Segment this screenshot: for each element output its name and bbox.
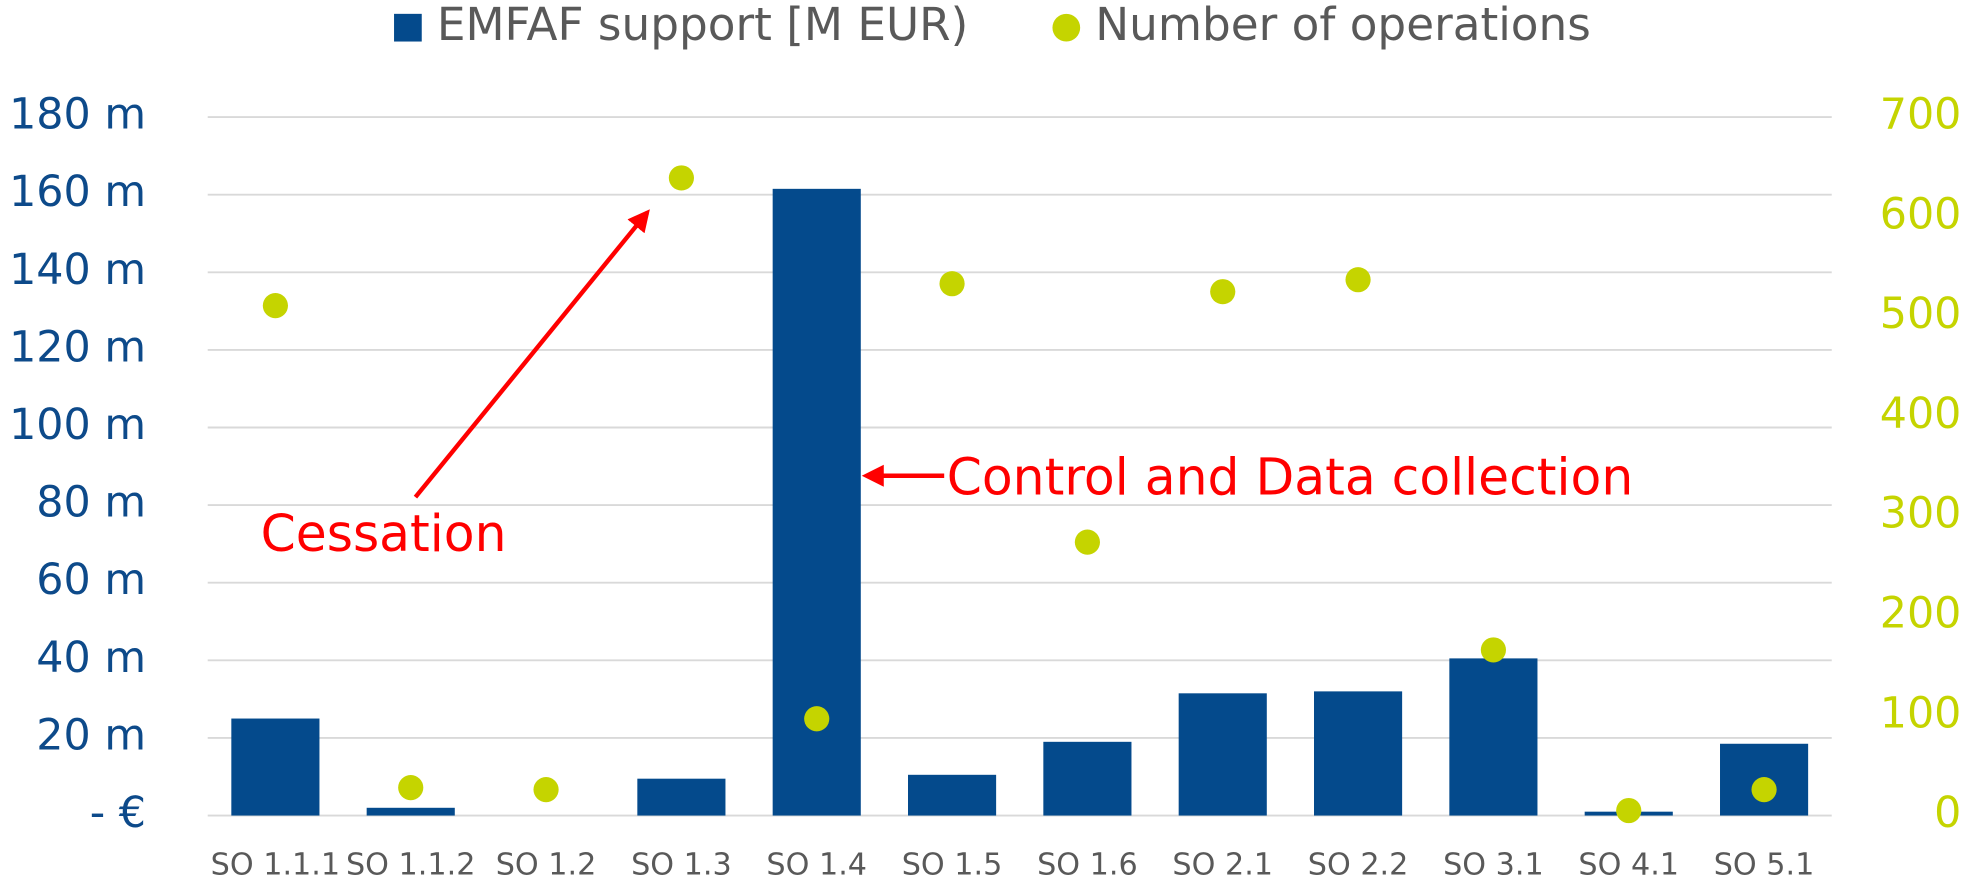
y2-tick-label: 300 (1880, 489, 1962, 539)
y2-tick-label: 0 (1934, 788, 1961, 838)
point (668, 165, 694, 191)
bar (908, 774, 997, 816)
point (1751, 777, 1777, 803)
legend-label: Number of operations (1095, 0, 1591, 51)
x-tick-label: SO 4.1 (1578, 847, 1679, 881)
bar (366, 807, 455, 816)
x-tick-label: SO 1.1.1 (211, 847, 340, 881)
annotation-arrow (413, 209, 650, 499)
legend-swatch (1052, 13, 1081, 42)
point (1480, 637, 1506, 663)
marks (231, 165, 1809, 824)
point (1616, 797, 1642, 824)
y-tick-label: 140 m (9, 245, 146, 295)
y2-tick-label: 400 (1880, 389, 1962, 439)
y-tick-label: 180 m (9, 90, 146, 140)
legend-label: EMFAF support [M EUR) (437, 0, 968, 51)
y2-tick-label: 700 (1880, 90, 1962, 140)
y-tick-label: 60 m (36, 555, 146, 605)
annotation: Control and Data collection (947, 447, 1634, 506)
x-tick-label: SO 1.4 (766, 847, 867, 881)
x-tick-label: SO 1.2 (496, 847, 597, 881)
x-tick-label: SO 5.1 (1714, 847, 1815, 881)
y2-tick-label: 500 (1880, 289, 1962, 339)
point (804, 706, 830, 732)
point (939, 271, 965, 297)
y-tick-label: 120 m (9, 322, 146, 372)
y-tick-label: 160 m (9, 167, 146, 217)
y2-tick-label: 200 (1880, 588, 1962, 638)
point (262, 293, 288, 319)
y2-tick-label: 100 (1880, 688, 1962, 738)
y2-tick-label: 600 (1880, 189, 1962, 239)
x-tick-label: SO 1.3 (631, 847, 732, 881)
bar (1043, 741, 1132, 816)
y-tick-label: - € (90, 788, 146, 838)
y-tick-label: 80 m (36, 478, 146, 528)
legend-swatch (394, 13, 422, 42)
point (398, 775, 424, 801)
point (1210, 279, 1236, 305)
annotation: Cessation (261, 504, 507, 563)
point (533, 777, 559, 803)
x-tick-label: SO 1.1.2 (346, 847, 475, 881)
point (1345, 267, 1371, 293)
y-tick-label: 20 m (36, 710, 146, 760)
x-tick-label: SO 1.5 (902, 847, 1003, 881)
y-tick-label: 40 m (36, 633, 146, 683)
x-tick-label: SO 2.2 (1308, 847, 1409, 881)
bar (231, 718, 320, 816)
bar (637, 778, 726, 816)
bar (1178, 693, 1267, 816)
grid (207, 116, 1832, 817)
x-tick-label: SO 3.1 (1443, 847, 1544, 881)
point (1074, 529, 1100, 555)
bar (1449, 658, 1538, 816)
x-tick-label: SO 1.6 (1037, 847, 1138, 881)
x-tick-label: SO 2.1 (1172, 847, 1273, 881)
bar (1314, 691, 1403, 816)
y-tick-label: 100 m (9, 400, 146, 450)
